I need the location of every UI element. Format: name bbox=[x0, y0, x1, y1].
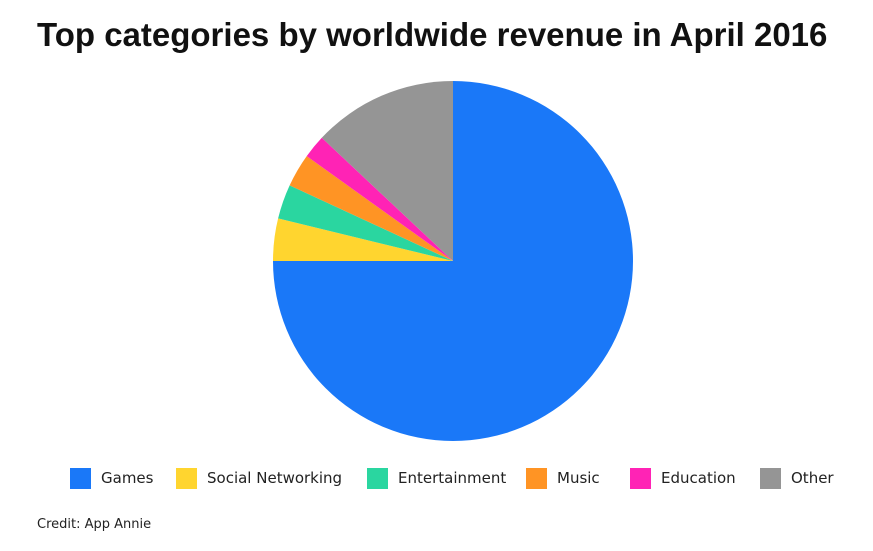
legend-swatch-education bbox=[630, 467, 651, 489]
legend-swatch-music bbox=[526, 467, 547, 489]
legend-label-entertainment: Entertainment bbox=[398, 469, 507, 487]
legend-label-other: Other bbox=[791, 469, 834, 487]
legend-label-education: Education bbox=[661, 469, 736, 487]
pie-slice-education bbox=[306, 137, 453, 261]
legend-item-social-networking: Social Networking bbox=[176, 467, 342, 489]
legend-swatch-games bbox=[70, 467, 91, 489]
pie-slice-other bbox=[321, 81, 453, 261]
legend-swatch-entertainment bbox=[367, 467, 388, 489]
chart-title: Top categories by worldwide revenue in A… bbox=[37, 16, 828, 53]
legend-swatch-other bbox=[760, 467, 781, 489]
pie-slice-social-networking bbox=[273, 218, 453, 261]
pie-slices bbox=[273, 81, 633, 441]
chart-legend: Games Social Networking Entertainment Mu… bbox=[70, 467, 860, 491]
legend-label-social-networking: Social Networking bbox=[207, 469, 343, 487]
legend-item-music: Music bbox=[526, 467, 600, 489]
credit-text: Credit: App Annie bbox=[37, 517, 152, 532]
legend-item-entertainment: Entertainment bbox=[367, 467, 506, 489]
legend-item-education: Education bbox=[630, 467, 736, 489]
legend-item-other: Other bbox=[760, 467, 834, 489]
pie-slice-music bbox=[289, 156, 453, 261]
legend-label-games: Games bbox=[101, 469, 154, 487]
pie-slice-entertainment bbox=[278, 185, 453, 261]
legend-swatch-social-networking bbox=[176, 467, 197, 489]
legend-item-games: Games bbox=[70, 467, 153, 489]
legend-label-music: Music bbox=[557, 469, 600, 487]
